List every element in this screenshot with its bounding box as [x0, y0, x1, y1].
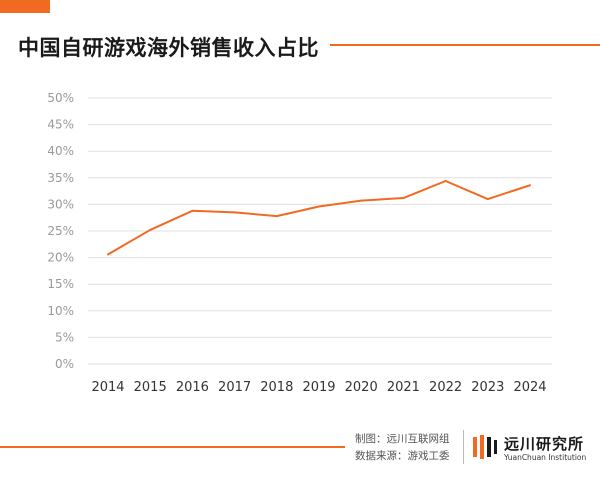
x-tick-label: 2023	[471, 380, 504, 395]
data-point	[191, 209, 194, 212]
y-tick-label: 10%	[47, 304, 74, 318]
x-tick-label: 2021	[387, 380, 420, 395]
top-accent-bar	[0, 0, 50, 13]
y-tick-label: 25%	[47, 224, 74, 238]
x-tick-label: 2014	[91, 380, 124, 395]
brand-subtitle: YuanChuan Institution	[504, 453, 587, 462]
data-point	[529, 184, 531, 187]
data-point	[233, 211, 236, 214]
data-point	[444, 179, 447, 182]
title-rule	[330, 44, 600, 46]
source-credit: 数据来源：游戏工委	[355, 450, 450, 462]
series-line	[107, 179, 531, 256]
y-tick-label: 40%	[47, 144, 74, 158]
y-tick-label: 50%	[47, 91, 74, 105]
x-tick-label: 2022	[429, 380, 462, 395]
footer-rule	[0, 446, 345, 448]
x-tick-label: 2018	[260, 380, 293, 395]
data-point	[149, 228, 152, 231]
x-tick-label: 2020	[345, 380, 378, 395]
chart-title: 中国自研游戏海外销售收入占比	[18, 36, 319, 60]
y-tick-label: 45%	[47, 118, 74, 132]
y-tick-label: 30%	[47, 197, 74, 211]
y-tick-label: 5%	[55, 330, 74, 344]
line-chart: 0% 5% 10% 15% 20% 25% 30% 35% 40% 45% 50% 2014 2015…	[47, 91, 552, 395]
y-tick-label: 15%	[47, 277, 74, 291]
series-layer	[107, 179, 531, 256]
data-point	[360, 199, 363, 202]
x-tick-label: 2017	[218, 380, 251, 395]
footer-separator	[463, 430, 464, 464]
x-tick-label: 2024	[513, 380, 546, 395]
data-point	[107, 253, 109, 256]
y-tick-label: 35%	[47, 171, 74, 185]
brand-logo: 远川研究所 YuanChuan Institution	[472, 432, 596, 464]
credits: 制图：远川互联网组 数据来源：游戏工委	[355, 431, 450, 465]
data-point	[486, 198, 489, 201]
brand-mark-icon	[473, 435, 497, 459]
brand-name: 远川研究所	[504, 435, 585, 453]
y-tick-label: 20%	[47, 251, 74, 265]
x-tick-label: 2016	[176, 380, 209, 395]
data-point	[318, 205, 320, 208]
y-tick-label: 0%	[55, 357, 74, 371]
producer-credit: 制图：远川互联网组	[355, 433, 450, 445]
grid-lines	[88, 97, 552, 365]
x-axis-ticks: 2014 2015 2016 2017 2018 2019 2020 2021 2022 2023…	[91, 380, 546, 395]
x-tick-label: 2015	[134, 380, 167, 395]
data-point	[402, 197, 405, 200]
y-axis-ticks: 0% 5% 10% 15% 20% 25% 30% 35% 40% 45% 50%	[47, 91, 74, 371]
data-point	[275, 215, 278, 218]
x-tick-label: 2019	[302, 380, 335, 395]
